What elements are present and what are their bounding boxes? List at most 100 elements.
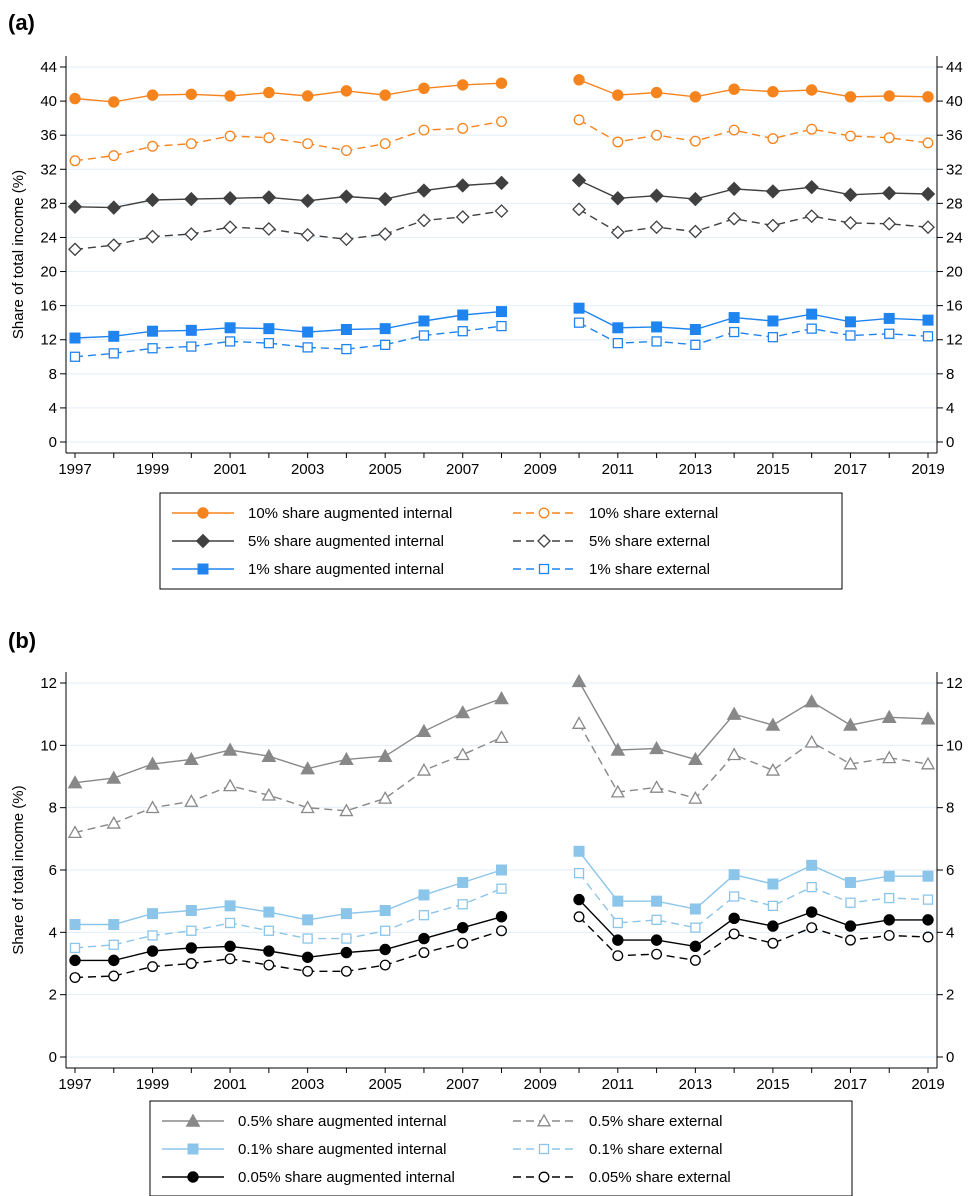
y-tick-label-right: 0 [946,1049,954,1066]
legend-item: 5% share external [513,533,710,550]
data-point [881,709,897,723]
series-line [578,916,929,962]
panel-label: (b) [8,628,36,653]
data-point [69,155,81,167]
data-point [69,92,81,105]
legend-item: 1% share external [513,561,710,578]
data-point [457,79,469,91]
y-tick-label: 44 [40,59,57,76]
x-tick-label: 2017 [834,1076,867,1093]
data-point [496,883,507,894]
data-point [573,114,585,126]
x-tick-label: 1999 [136,461,169,478]
data-point [495,77,508,89]
data-point [804,179,819,195]
data-point [106,200,121,215]
series-line [578,179,929,200]
data-point [379,138,391,150]
data-point [301,951,314,963]
y-tick-label-right: 44 [946,59,963,76]
data-point [805,906,818,918]
data-point [263,86,275,99]
data-point [728,124,740,136]
data-point [496,864,507,876]
data-point [108,970,120,982]
series-line [578,119,929,144]
series-line [578,79,929,98]
data-point [571,173,587,188]
y-axis-title: Share of total income (%) [10,170,27,339]
data-point [922,331,934,342]
data-point [108,939,119,950]
data-point [418,910,430,921]
y-tick-label: 36 [40,127,57,144]
data-point [845,330,856,341]
data-point [728,326,740,338]
data-point [612,337,623,349]
data-point [340,908,352,920]
data-point [806,308,818,320]
data-point [416,183,432,198]
data-point [340,145,352,156]
legend-marker [536,1113,552,1127]
x-tick-label: 2007 [446,1076,479,1093]
data-point [727,211,742,226]
data-point [261,190,277,205]
data-point [844,920,857,932]
x-tick-label: 1997 [58,461,91,478]
series-1 [67,673,936,789]
data-point [69,954,81,967]
data-point [300,761,315,775]
data-point [108,919,120,931]
y-tick-label: 40 [40,93,57,110]
data-point [261,748,277,762]
legend-marker [185,1113,201,1127]
data-point [689,903,701,915]
data-point [610,191,626,206]
data-point [263,945,275,957]
data-point [380,339,391,350]
y-tick-label: 6 [49,862,57,879]
y-tick-label-right: 8 [946,366,954,383]
data-point [922,137,934,149]
data-point [922,91,934,103]
x-tick-label: 2005 [368,1076,401,1093]
legend: 0.5% share augmented internal 0.5% share … [149,1100,853,1196]
data-point [845,897,856,908]
data-point [108,954,120,967]
data-point [340,324,352,335]
data-point [573,893,585,906]
data-point [340,965,352,977]
data-point [224,336,236,347]
data-point [922,931,934,943]
data-point [689,91,702,103]
legend-label: 0.05% share external [589,1169,731,1186]
data-point [612,917,623,929]
data-point [765,184,781,199]
data-point [69,942,81,954]
legend-label: 0.5% share augmented internal [238,1113,446,1130]
data-point [573,74,585,86]
data-point [300,800,315,814]
data-point [263,323,275,335]
series-line [578,322,929,346]
data-point [302,965,314,977]
data-point [767,937,779,949]
y-tick-label: 0 [49,1049,57,1066]
data-point [573,845,585,857]
data-point [378,790,393,804]
legend-marker [538,1143,550,1155]
x-tick-label: 2003 [291,1076,324,1093]
data-point [224,917,236,929]
legend-label: 0.05% share augmented internal [238,1169,455,1186]
y-tick-label-right: 10 [946,737,963,754]
data-point [882,216,897,231]
series-line [74,182,502,209]
gridlines [66,66,937,443]
data-point [882,185,897,201]
data-point [690,339,701,350]
data-point [339,751,354,766]
data-point [263,925,275,936]
x-tick-label: 2007 [446,461,479,478]
data-point [224,940,236,953]
